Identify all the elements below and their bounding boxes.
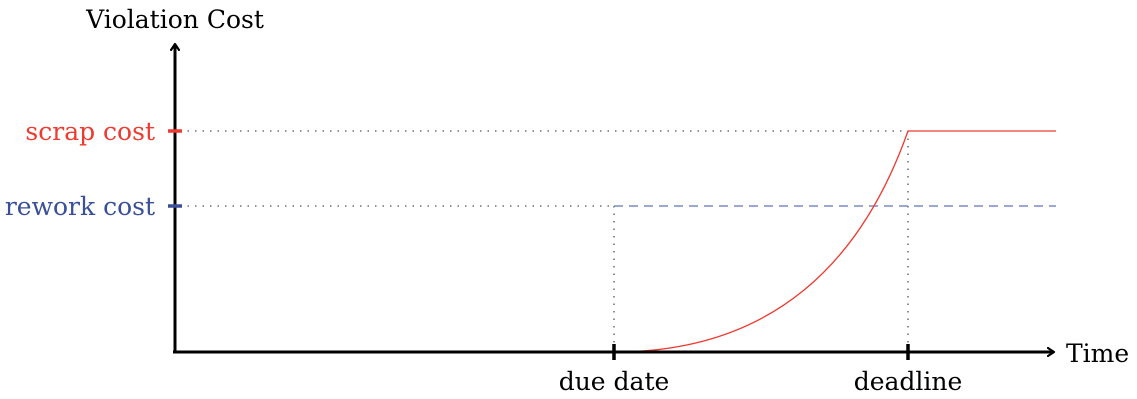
due-date-label: due date (559, 367, 670, 396)
violation-cost-curve (613, 130, 1056, 353)
deadline-label: deadline (854, 367, 963, 396)
y-axis-label: Violation Cost (85, 5, 264, 34)
x-axis-label: Time (1066, 339, 1129, 368)
rework-cost-label: rework cost (5, 192, 155, 221)
scrap-cost-label: scrap cost (25, 117, 155, 146)
